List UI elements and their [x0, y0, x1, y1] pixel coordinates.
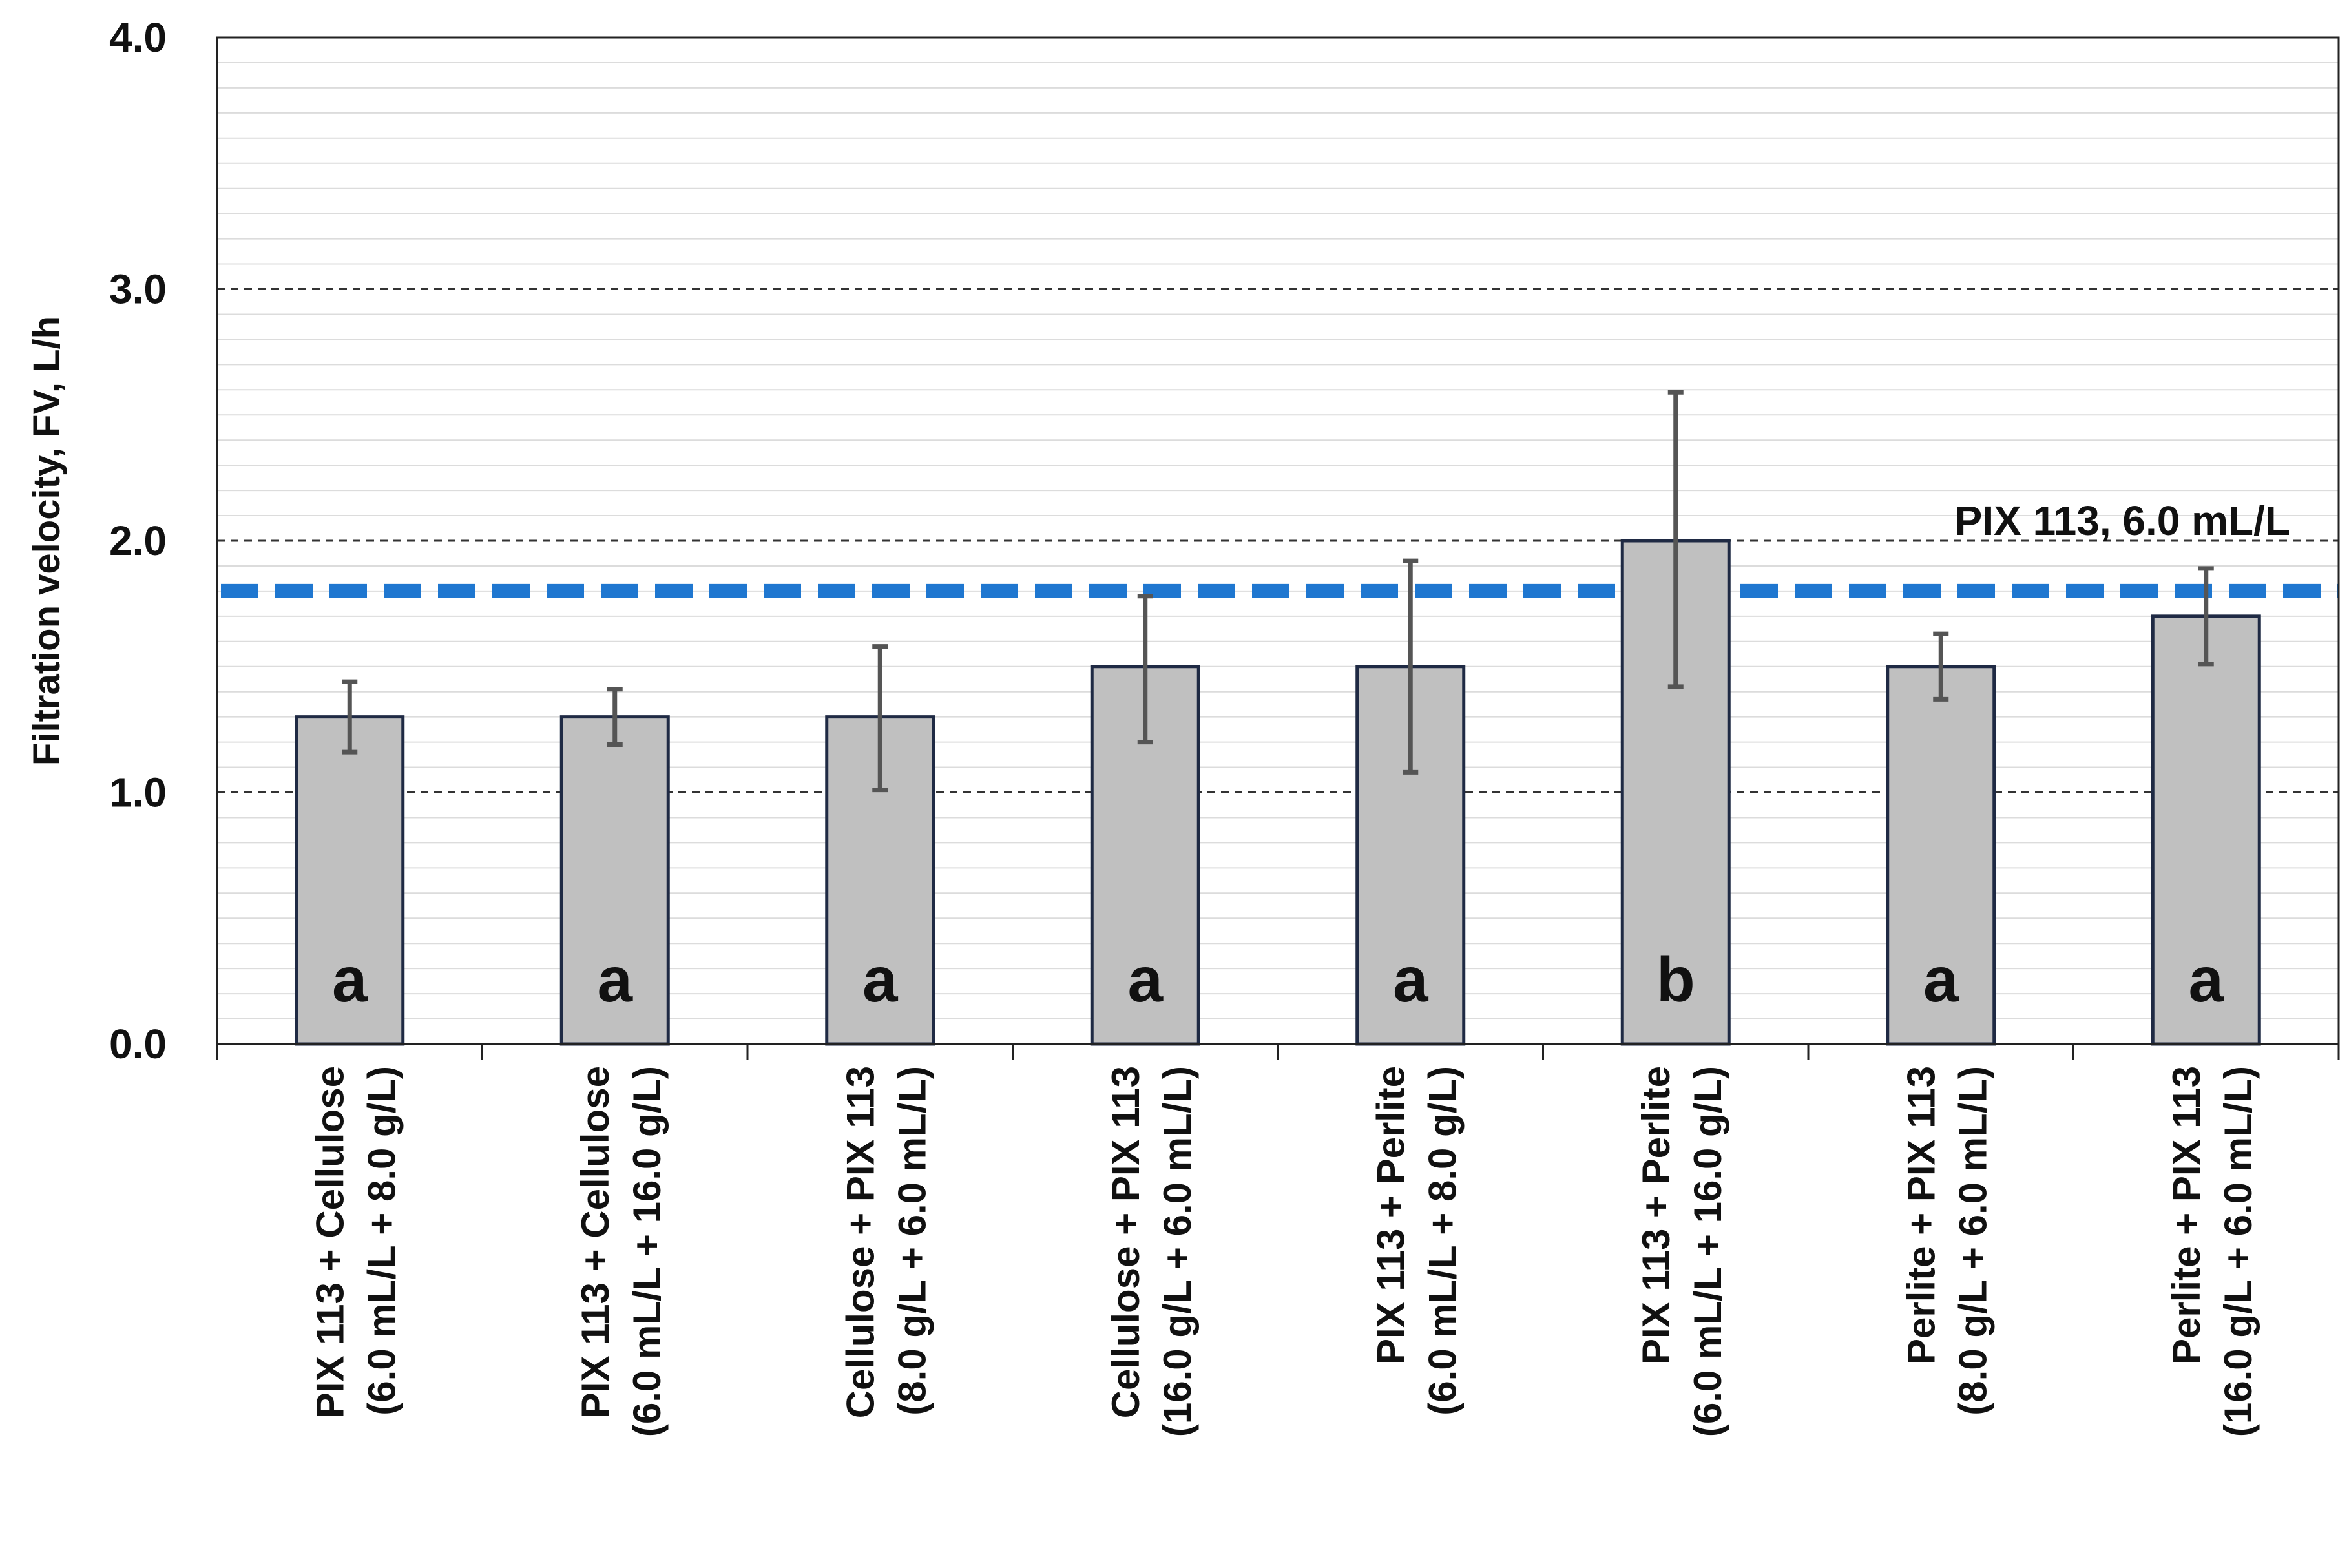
bar — [559, 715, 670, 1046]
x-category-label: Cellulose + PIX 113 (16.0 g/L + 6.0 mL/L) — [1104, 1066, 1199, 1437]
x-category-label-line: PIX 113 + Cellulose — [574, 1066, 617, 1418]
x-category-label: PIX 113 + Cellulose (6.0 mL/L + 16.0 g/L) — [574, 1066, 669, 1437]
group-letter: a — [1923, 944, 1959, 1015]
x-category-label: PIX 113 + Cellulose (6.0 mL/L + 8.0 g/L) — [308, 1066, 403, 1418]
x-category-label-line: PIX 113 + Perlite — [1634, 1066, 1678, 1364]
group-letter: a — [2188, 944, 2224, 1015]
x-category-label-line: PIX 113 + Cellulose — [308, 1066, 351, 1418]
x-category-label-line: Cellulose + PIX 113 — [839, 1066, 882, 1418]
x-category-label-line: (16.0 g/L + 6.0 mL/L) — [2217, 1066, 2260, 1437]
labels: Filtration velocity, FV, L/h 0.0 1.0 2.0 3.… — [26, 14, 2290, 1437]
bar — [1355, 665, 1466, 1046]
x-category-label-line: PIX 113 + Perlite — [1369, 1066, 1412, 1364]
x-category-label: Cellulose + PIX 113 (8.0 g/L + 6.0 mL/L) — [839, 1066, 934, 1418]
x-category-label-line: (6.0 mL/L + 8.0 g/L) — [1421, 1066, 1464, 1416]
bar — [2151, 614, 2261, 1046]
reference-line-label: PIX 113, 6.0 mL/L — [1955, 497, 2290, 544]
y-tick-label: 2.0 — [109, 517, 167, 564]
x-category-label-line: (6.0 mL/L + 8.0 g/L) — [360, 1066, 403, 1416]
bar — [295, 715, 405, 1046]
x-category-label-line: Perlite + PIX 113 — [2165, 1066, 2208, 1364]
group-letter: a — [1127, 944, 1164, 1015]
x-category-label: Perlite + PIX 113 (8.0 g/L + 6.0 mL/L) — [1899, 1066, 1994, 1416]
x-category-label-line: (8.0 g/L + 6.0 mL/L) — [890, 1066, 934, 1416]
group-letter: a — [332, 944, 368, 1015]
x-category-label-line: (6.0 mL/L + 16.0 g/L) — [625, 1066, 669, 1437]
x-category-label-line: Perlite + PIX 113 — [1899, 1066, 1943, 1364]
x-category-label-line: (8.0 g/L + 6.0 mL/L) — [1951, 1066, 1994, 1416]
y-tick-label: 4.0 — [109, 14, 167, 61]
y-axis-title: Filtration velocity, FV, L/h — [26, 316, 68, 766]
group-letter: b — [1656, 944, 1695, 1015]
bars — [295, 390, 2261, 1046]
x-category-label-line: (16.0 g/L + 6.0 mL/L) — [1156, 1066, 1199, 1437]
x-category-label: PIX 113 + Perlite (6.0 mL/L + 16.0 g/L) — [1634, 1066, 1729, 1437]
y-tick-label: 3.0 — [109, 266, 167, 313]
axes — [216, 36, 2340, 1060]
group-letter: a — [597, 944, 633, 1015]
x-category-label-line: Cellulose + PIX 113 — [1104, 1066, 1147, 1418]
y-tick-label: 0.0 — [109, 1021, 167, 1067]
x-category-label: PIX 113 + Perlite (6.0 mL/L + 8.0 g/L) — [1369, 1066, 1464, 1416]
x-category-label: Perlite + PIX 113 (16.0 g/L + 6.0 mL/L) — [2165, 1066, 2260, 1437]
x-category-label-line: (6.0 mL/L + 16.0 g/L) — [1686, 1066, 1729, 1437]
y-tick-label: 1.0 — [109, 769, 167, 816]
group-letter: a — [862, 944, 899, 1015]
group-letter: a — [1393, 944, 1429, 1015]
bar — [1886, 665, 1996, 1046]
